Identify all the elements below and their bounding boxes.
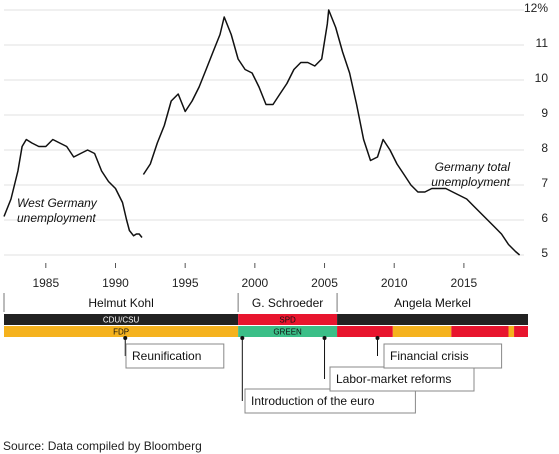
- y-axis-ticks: 5 6 7 8 9 10 11 12%: [524, 1, 548, 260]
- coalition-bar-segment: [451, 326, 509, 337]
- west-germany-label-line1: West Germany: [17, 196, 98, 210]
- event-marker: [123, 336, 128, 340]
- party-label: SPD: [279, 316, 296, 325]
- coalition-bar-segment: [337, 326, 393, 337]
- y-tick-label: 12%: [524, 1, 548, 15]
- coalition-bars: CDU/CSU SPD FDP GREEN: [4, 314, 528, 337]
- chancellor-row: Helmut Kohl G. Schroeder Angela Merkel: [3, 293, 471, 312]
- coalition-bar-segment: [392, 326, 452, 337]
- chancellor-name: Helmut Kohl: [88, 296, 153, 310]
- y-tick-label: 11: [536, 36, 549, 50]
- event-box: [125, 343, 225, 369]
- event-marker: [240, 336, 245, 340]
- germany-total-label-line1: Germany total: [435, 160, 511, 174]
- series-lines: [3, 9, 521, 256]
- chancellor-name: Angela Merkel: [394, 296, 471, 310]
- coalition-bar-segment: [4, 314, 239, 325]
- party-label: GREEN: [273, 328, 302, 337]
- series-line-1: [142, 9, 521, 256]
- y-tick-label: 8: [541, 141, 548, 155]
- x-tick-label: 2015: [451, 276, 478, 290]
- coalition-bar-segment: [337, 314, 528, 325]
- party-label: CDU/CSU: [103, 316, 140, 325]
- event-label: Reunification: [132, 349, 201, 363]
- event-label: Labor-market reforms: [336, 372, 451, 386]
- x-tick-label: 2005: [311, 276, 338, 290]
- x-axis-ticks: 1985 1990 1995 2000 2005 2010 2015: [32, 263, 478, 290]
- event-label: Financial crisis: [390, 349, 469, 363]
- event-annotations: Reunification Introduction of the euro Lab…: [123, 336, 503, 414]
- source-note: Source: Data compiled by Bloomberg: [3, 439, 202, 453]
- west-germany-label-line2: unemployment: [17, 211, 96, 225]
- germany-total-label-line2: unemployment: [431, 175, 510, 189]
- coalition-bar-segment: [508, 326, 515, 337]
- x-tick-label: 2000: [241, 276, 268, 290]
- x-tick-label: 2010: [381, 276, 408, 290]
- y-tick-label: 7: [541, 176, 548, 190]
- event-box: [383, 343, 503, 369]
- y-tick-label: 9: [541, 106, 548, 120]
- series-line-0: [3, 138, 143, 238]
- event-marker: [375, 336, 380, 340]
- event-marker: [322, 336, 327, 340]
- coalition-bar-segment: [4, 326, 239, 337]
- event-box: [244, 388, 416, 414]
- x-tick-label: 1990: [102, 276, 129, 290]
- y-tick-label: 5: [541, 246, 548, 260]
- chancellor-name: G. Schroeder: [252, 296, 323, 310]
- coalition-bar-segment: [514, 326, 528, 337]
- gridlines: [4, 9, 524, 256]
- coalition-bar-segment: [238, 326, 338, 337]
- x-tick-label: 1995: [172, 276, 199, 290]
- party-label: FDP: [113, 328, 129, 337]
- event-label: Introduction of the euro: [251, 394, 375, 408]
- x-tick-label: 1985: [32, 276, 59, 290]
- event-box: [329, 366, 475, 392]
- y-tick-label: 10: [535, 71, 549, 85]
- y-tick-label: 6: [541, 211, 548, 225]
- coalition-bar-segment: [238, 314, 338, 325]
